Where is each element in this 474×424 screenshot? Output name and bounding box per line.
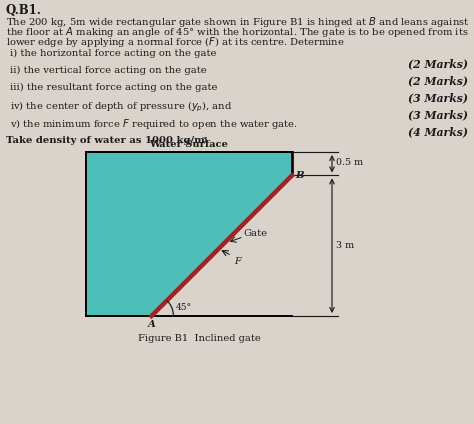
Text: 3 m: 3 m [336, 241, 354, 250]
Text: The 200 kg, 5m wide rectangular gate shown in Figure B1 is hinged at $B$ and lea: The 200 kg, 5m wide rectangular gate sho… [6, 15, 470, 29]
Text: ii) the vertical force acting on the gate: ii) the vertical force acting on the gat… [10, 66, 207, 75]
Text: v) the minimum force $F$ required to open the water gate.: v) the minimum force $F$ required to ope… [10, 117, 298, 131]
Text: B: B [295, 171, 303, 180]
Text: i) the horizontal force acting on the gate: i) the horizontal force acting on the ga… [10, 49, 217, 58]
Text: lower edge by applying a normal force ($F$) at its centre. Determine: lower edge by applying a normal force ($… [6, 35, 345, 49]
Text: Figure B1  Inclined gate: Figure B1 Inclined gate [137, 334, 260, 343]
Text: iii) the resultant force acting on the gate: iii) the resultant force acting on the g… [10, 83, 218, 92]
Text: Water Surface: Water Surface [150, 140, 228, 149]
Text: 0.5 m: 0.5 m [336, 158, 363, 167]
Text: A: A [147, 320, 155, 329]
Polygon shape [86, 152, 292, 316]
Text: (2 Marks): (2 Marks) [408, 75, 468, 86]
Text: (3 Marks): (3 Marks) [408, 92, 468, 103]
Text: (4 Marks): (4 Marks) [408, 126, 468, 137]
Text: 45°: 45° [175, 303, 191, 312]
Text: (2 Marks): (2 Marks) [408, 58, 468, 69]
Text: iv) the center of depth of pressure ($y_p$), and: iv) the center of depth of pressure ($y_… [10, 100, 233, 114]
Text: the floor at $A$ making an angle of 45° with the horizontal. The gate is to be o: the floor at $A$ making an angle of 45° … [6, 25, 469, 39]
Text: F: F [234, 257, 240, 266]
Text: (3 Marks): (3 Marks) [408, 109, 468, 120]
Text: 3: 3 [201, 136, 207, 144]
Text: Gate: Gate [244, 229, 268, 238]
Text: Take density of water as 1000 kg/m: Take density of water as 1000 kg/m [6, 136, 205, 145]
Text: Q.B1.: Q.B1. [6, 4, 42, 17]
